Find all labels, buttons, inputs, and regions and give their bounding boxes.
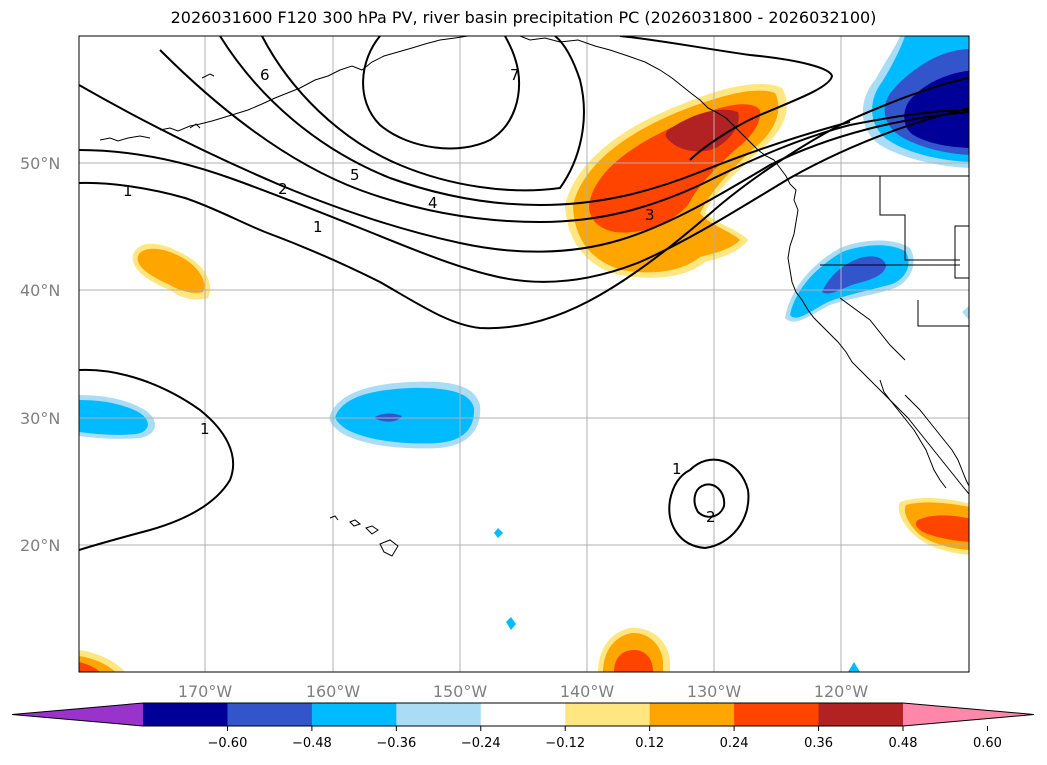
pv-contour-3 (79, 84, 969, 253)
lon-label: 130°W (687, 682, 742, 701)
pv-contour-6 (261, 36, 585, 192)
pv-contour-ridge (619, 36, 834, 161)
colorbar-bin (143, 703, 228, 726)
contour-label: 2 (706, 508, 716, 526)
contour-label: 1 (200, 420, 210, 438)
negative-anomaly-canada-navy (904, 70, 969, 148)
pv-contour-1-north (79, 77, 969, 330)
colorbar-bin (480, 703, 566, 726)
positive-anomaly-170w-orange (137, 248, 205, 293)
colorbar-tick-label: −0.24 (461, 736, 501, 751)
coastlines (99, 36, 969, 557)
colorbar-tick-label: 0.60 (973, 736, 1002, 751)
lon-label: 140°W (560, 682, 615, 701)
pv-contour-labels: 6 7 5 4 3 2 1 1 1 1 2 (123, 66, 716, 526)
colorbar-bin (227, 703, 313, 726)
colorbar-tick-label: 0.12 (635, 736, 664, 751)
pv-contour-1-south (79, 368, 235, 551)
contour-label: 4 (428, 194, 438, 212)
colorbar-bin (565, 703, 651, 726)
contour-label: 7 (510, 66, 520, 84)
colorbar-bin (649, 703, 735, 726)
colorbar-extend-low (12, 703, 143, 726)
pv-contour-7 (362, 36, 521, 150)
precip-shading (79, 36, 969, 672)
lon-label: 160°W (306, 682, 361, 701)
contour-label: 1 (313, 218, 323, 236)
lon-label: 170°W (178, 682, 233, 701)
map-title: 2026031600 F120 300 hPa PV, river basin … (170, 8, 877, 27)
pv-contour-2-east (693, 483, 726, 518)
pv-contours (79, 36, 969, 551)
negative-anomaly-mid-pacific-cyan (335, 387, 475, 444)
colorbar-bin (396, 703, 482, 726)
colorbar-outline (11, 702, 1035, 727)
negative-anomaly-speck-1 (494, 528, 503, 538)
positive-anomaly-mexico-red (915, 515, 969, 542)
contour-label: 6 (260, 66, 270, 84)
contour-label: 1 (672, 460, 682, 478)
contour-label: 2 (278, 180, 288, 198)
pv-contour-4 (159, 49, 969, 224)
lon-label: 120°W (814, 682, 869, 701)
pv-contour-1-east (668, 458, 750, 550)
negative-anomaly-california-blue (822, 256, 886, 294)
negative-anomaly-speck-3 (848, 662, 860, 672)
colorbar: −0.60 −0.48 −0.36 −0.24 −0.12 0.12 0.24 0.36 0.4… (11, 702, 1035, 751)
map-frame (78, 35, 970, 673)
colorbar-bin (818, 703, 904, 726)
lat-labels: 50°N 40°N 30°N 20°N (20, 154, 60, 555)
colorbar-tick-label: 0.24 (720, 736, 749, 751)
contour-label: 3 (645, 206, 655, 224)
colorbar-tick-label: −0.36 (376, 736, 416, 751)
colorbar-tick-label: −0.60 (208, 736, 248, 751)
lat-label: 50°N (20, 154, 60, 173)
graticule (79, 36, 969, 672)
pv-contour-2 (79, 107, 969, 283)
colorbar-tick-label: −0.48 (292, 736, 332, 751)
negative-anomaly-speck-4 (962, 306, 969, 320)
positive-anomaly-darkred (665, 109, 739, 152)
colorbar-bin (311, 703, 397, 726)
colorbar-tick-label: −0.12 (545, 736, 585, 751)
negative-anomaly-west-cyan (79, 400, 148, 435)
pv-contour-5 (219, 36, 851, 207)
colorbar-extend-high (903, 703, 1034, 726)
lat-label: 40°N (20, 281, 60, 300)
map-area (79, 36, 969, 672)
lon-label: 150°W (433, 682, 488, 701)
positive-anomaly-sw-corner-red (79, 662, 100, 672)
colorbar-tick-label: 0.48 (889, 736, 918, 751)
contour-label: 5 (350, 166, 360, 184)
colorbar-bin (734, 703, 820, 726)
lat-label: 30°N (20, 409, 60, 428)
negative-anomaly-speck-2 (506, 617, 516, 630)
lon-labels: 170°W 160°W 150°W 140°W 130°W 120°W (178, 682, 869, 701)
contour-label: 1 (123, 182, 133, 200)
colorbar-tick-label: 0.36 (804, 736, 833, 751)
positive-anomaly-south-red (614, 650, 653, 672)
lat-label: 20°N (20, 536, 60, 555)
